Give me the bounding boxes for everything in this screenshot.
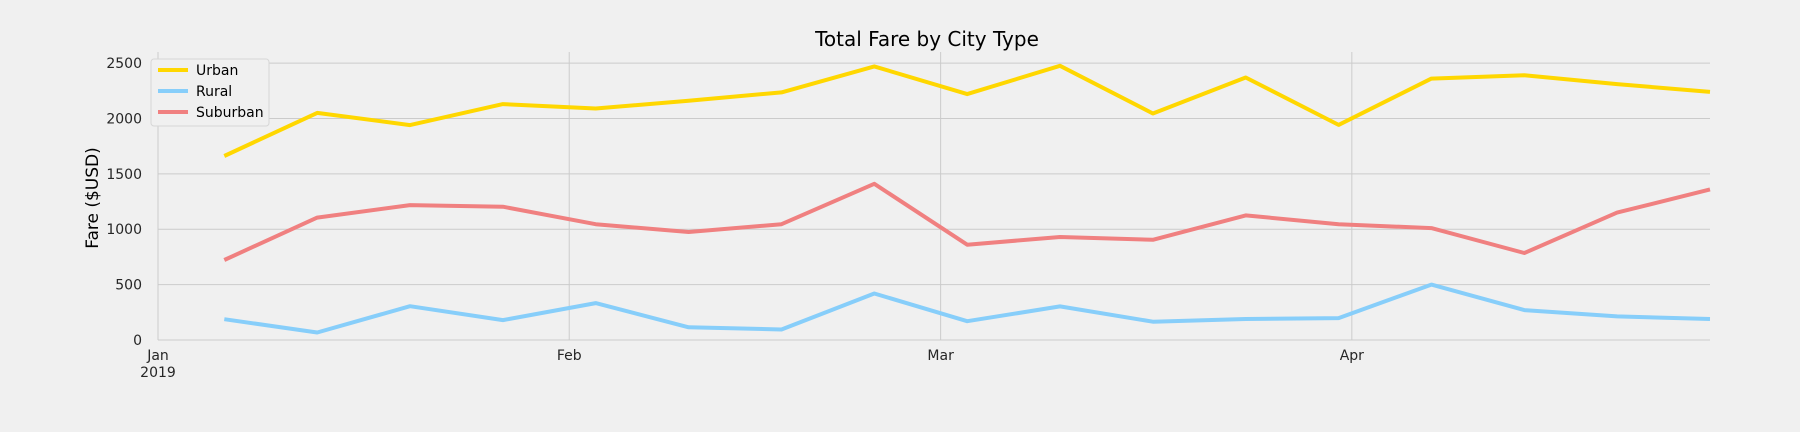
legend: Urban Rural Suburban	[150, 58, 270, 127]
y-tick-label: 2000	[106, 111, 142, 127]
x-tick-label: Jan	[146, 348, 169, 364]
y-tick-label: 0	[133, 333, 142, 349]
chart-title: Total Fare by City Type	[814, 27, 1039, 51]
x-tick-label: Apr	[1340, 348, 1364, 364]
series-line-urban	[223, 63, 1711, 158]
y-axis-ticks: 0 500 1000 1500 2000 2500	[106, 56, 142, 349]
series-line-rural	[224, 282, 1711, 335]
legend-label: Urban	[196, 63, 238, 79]
x-tick-label: Feb	[557, 348, 582, 364]
legend-label: Rural	[196, 84, 232, 100]
y-tick-label: 1000	[106, 222, 142, 238]
series-layer	[223, 63, 1711, 335]
y-tick-label: 2500	[106, 56, 142, 72]
legend-label: Suburban	[196, 105, 264, 121]
x-tick-sublabel: 2019	[140, 365, 176, 381]
y-axis-label: Fare ($USD)	[83, 147, 103, 249]
legend-box	[150, 58, 270, 127]
y-tick-label: 500	[115, 278, 142, 294]
x-tick-label: Mar	[927, 348, 954, 364]
y-tick-label: 1500	[106, 167, 142, 183]
series-line-suburban	[223, 181, 1711, 262]
grid	[157, 52, 1710, 341]
